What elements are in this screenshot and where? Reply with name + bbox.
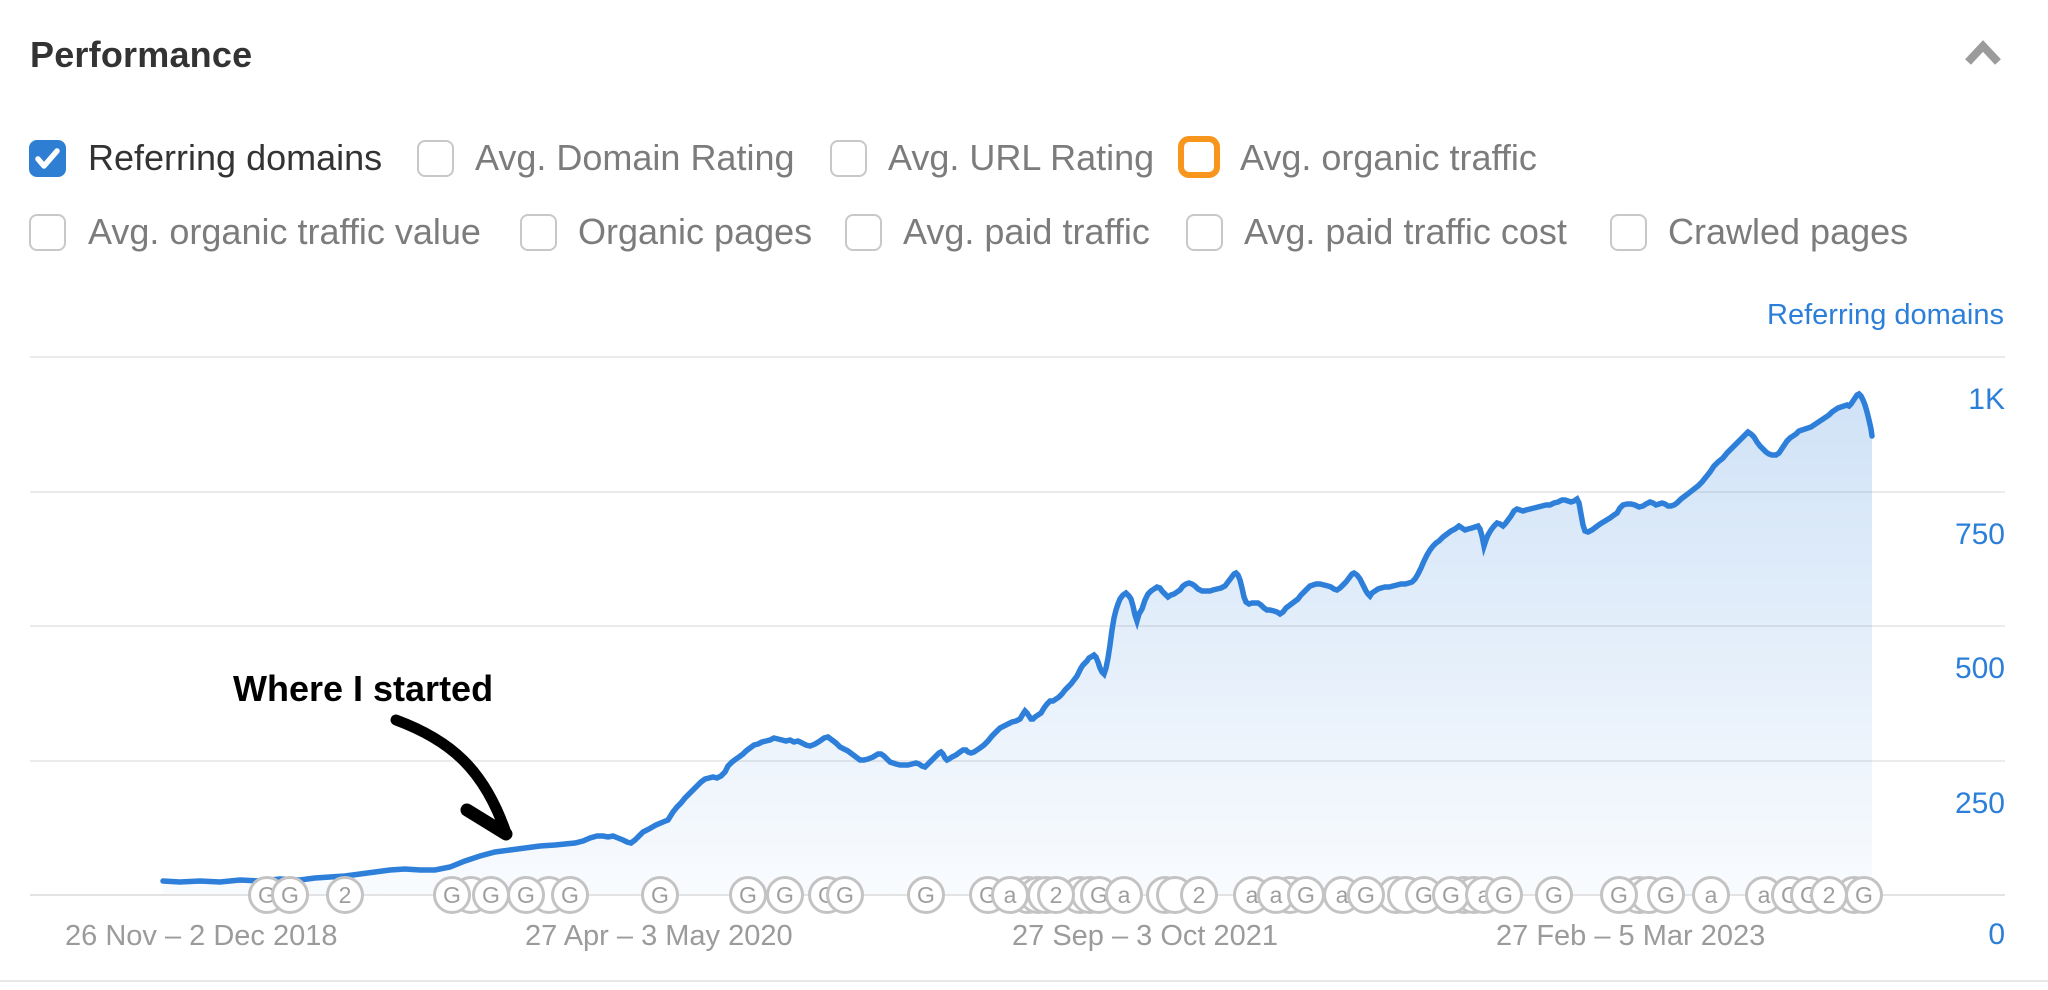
svg-text:G: G <box>836 882 854 908</box>
svg-text:G: G <box>561 882 579 908</box>
svg-text:a: a <box>1004 882 1017 908</box>
svg-text:G: G <box>651 882 669 908</box>
svg-text:a: a <box>1336 882 1349 908</box>
svg-text:a: a <box>1246 882 1259 908</box>
svg-text:G: G <box>1545 882 1563 908</box>
svg-text:G: G <box>776 882 794 908</box>
svg-text:2: 2 <box>1823 882 1836 908</box>
svg-text:G: G <box>1657 882 1675 908</box>
svg-text:G: G <box>443 882 461 908</box>
svg-text:G: G <box>281 882 299 908</box>
svg-text:G: G <box>1415 882 1433 908</box>
svg-text:a: a <box>1758 882 1771 908</box>
svg-text:a: a <box>1118 882 1131 908</box>
svg-text:G: G <box>1090 882 1108 908</box>
svg-text:G: G <box>517 882 535 908</box>
svg-text:G: G <box>1357 882 1375 908</box>
svg-text:2: 2 <box>339 882 352 908</box>
svg-text:G: G <box>258 882 276 908</box>
svg-text:G: G <box>1495 882 1513 908</box>
svg-text:G: G <box>1855 882 1873 908</box>
svg-text:G: G <box>1297 882 1315 908</box>
svg-text:G: G <box>917 882 935 908</box>
svg-text:G: G <box>482 882 500 908</box>
svg-text:G: G <box>739 882 757 908</box>
svg-text:2: 2 <box>1193 882 1206 908</box>
svg-text:G: G <box>1610 882 1628 908</box>
svg-text:a: a <box>1270 882 1283 908</box>
svg-text:2: 2 <box>1050 882 1063 908</box>
svg-text:G: G <box>1442 882 1460 908</box>
svg-text:a: a <box>1705 882 1718 908</box>
